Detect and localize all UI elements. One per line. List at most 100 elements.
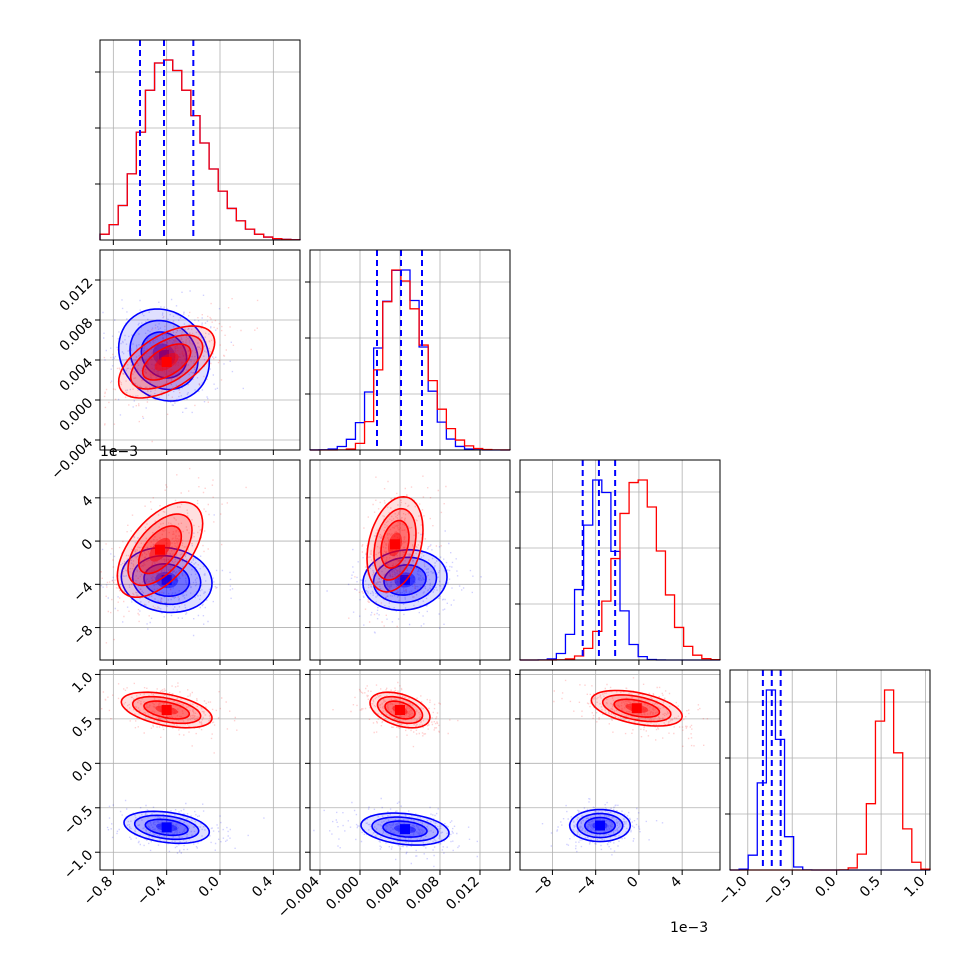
contour-line-blue-1-0-3 <box>117 308 211 402</box>
contour-line-blue-3-2-3 <box>568 808 632 843</box>
frame-2-1 <box>309 459 511 661</box>
peak-blue-1-0 <box>159 350 169 360</box>
scatter-blue-3-2 <box>541 798 664 856</box>
contour-line-blue-3-2-2 <box>576 812 624 839</box>
pair-3-1 <box>313 681 478 868</box>
pair-3-0 <box>101 682 265 854</box>
contour-line-blue-2-0-1 <box>143 562 191 598</box>
frame-3-2 <box>519 669 721 871</box>
pair-1-0 <box>102 290 259 443</box>
x-tick-label-1-0: −0.004 <box>275 873 323 921</box>
x-tick-label-1-2: 0.004 <box>363 873 403 913</box>
x-tick-label-1-4: 0.012 <box>443 874 483 914</box>
x-tick-label-1-3: 0.008 <box>403 874 443 914</box>
panel-3-0 <box>95 670 300 875</box>
frame-1-1 <box>309 249 511 451</box>
peak-red-3-1 <box>395 705 405 715</box>
contour-line-red-2-0-3 <box>116 501 204 598</box>
x-tick-label-2-3: 4 <box>667 873 685 891</box>
hist-red-0 <box>99 59 301 241</box>
hist-0 <box>99 40 301 241</box>
contour-line-red-1-0-3 <box>117 325 216 399</box>
contour-line-red-1-0-2 <box>129 334 204 390</box>
hist-blue-2 <box>519 479 720 661</box>
panel-3-2 <box>515 670 720 875</box>
row2-exponent-label: 1e−3 <box>100 444 138 460</box>
frame-3-3 <box>729 669 931 871</box>
y-tick-label-3-1: −0.5 <box>61 803 96 838</box>
frame-2-2 <box>519 459 721 661</box>
y-tick-label-1-2: 0.004 <box>57 355 97 395</box>
contour-line-blue-3-0-1 <box>144 818 189 837</box>
peak-red-3-0 <box>161 705 172 715</box>
contour-line-blue-2-1-3 <box>362 548 448 612</box>
peak-red-1-0 <box>161 357 172 367</box>
contour-line-red-3-1-1 <box>384 700 416 720</box>
pair-3-2 <box>541 677 709 856</box>
contour-line-red-3-0-1 <box>143 700 191 720</box>
contour-line-blue-3-0-3 <box>123 810 211 845</box>
y-tick-label-1-3: 0.008 <box>57 315 97 355</box>
hist-2 <box>519 460 721 661</box>
panel-1-0 <box>95 250 300 455</box>
contour-line-blue-3-1-2 <box>371 816 439 842</box>
contour-line-red-2-1-1 <box>380 519 410 569</box>
y-tick-label-2-1: −4 <box>70 579 96 605</box>
contour-line-blue-2-0-3 <box>120 546 213 614</box>
contour-line-blue-3-2-1 <box>584 816 616 835</box>
hist-blue-3 <box>729 689 930 871</box>
peak-blue-2-0 <box>161 575 172 585</box>
panel-2-2 <box>515 460 720 665</box>
contour-line-red-3-2-1 <box>613 698 661 718</box>
y-tick-label-2-3: 4 <box>79 493 97 511</box>
hist-red-1 <box>310 269 511 451</box>
frame-2-0 <box>99 459 301 661</box>
y-tick-label-3-2: 0.0 <box>69 758 96 785</box>
x-tick-label-3-4: 1.0 <box>901 874 928 901</box>
y-tick-label-3-0: −1.0 <box>61 847 96 882</box>
hist-red-3 <box>730 689 931 871</box>
x-tick-label-2-0: −8 <box>529 874 555 900</box>
y-tick-label-3-3: 0.5 <box>69 714 96 741</box>
frame-3-0 <box>99 669 301 871</box>
hist-3 <box>729 670 931 871</box>
contour-line-red-2-1-3 <box>366 495 424 593</box>
contour-line-blue-3-1-3 <box>360 812 450 846</box>
contour-line-red-3-1-2 <box>376 695 424 725</box>
y-tick-label-1-1: 0.000 <box>57 395 97 435</box>
scatter-blue-1-0 <box>102 290 244 419</box>
scatter-red-3-0 <box>101 682 238 754</box>
contour-line-red-3-0-3 <box>120 691 213 729</box>
contour-line-red-2-1-2 <box>373 507 417 581</box>
y-tick-label-1-4: 0.012 <box>57 275 97 315</box>
scatter-blue-3-1 <box>313 797 478 868</box>
x-tick-label-0-3: 0.4 <box>249 873 276 900</box>
scatter-blue-3-0 <box>106 799 265 854</box>
panel-3-3 <box>725 670 930 875</box>
contour-line-blue-3-1-1 <box>382 820 428 838</box>
peak-red-2-1 <box>390 539 400 550</box>
y-tick-label-3-4: 1.0 <box>69 669 96 696</box>
x-tick-label-3-1: −0.5 <box>760 874 795 909</box>
peak-red-2-0 <box>155 544 165 555</box>
x-tick-label-2-1: −4 <box>573 873 599 899</box>
y-tick-label-2-2: 0 <box>79 536 97 554</box>
pair-2-1 <box>326 475 482 634</box>
contour-line-red-3-0-2 <box>131 695 202 725</box>
contour-line-red-3-1-3 <box>369 691 431 729</box>
x-tick-label-0-1: −0.4 <box>134 873 169 908</box>
x-tick-label-3-3: 0.5 <box>857 874 884 901</box>
contour-line-blue-2-0-2 <box>131 554 202 606</box>
hist-blue-0 <box>99 59 301 241</box>
peak-red-3-2 <box>631 703 642 714</box>
y-tick-label-1-0: −0.004 <box>48 435 96 483</box>
contour-line-red-3-2-3 <box>590 689 684 727</box>
y-tick-label-2-0: −8 <box>70 623 96 649</box>
peak-blue-2-1 <box>400 575 410 585</box>
x-tick-label-3-0: −1.0 <box>715 874 750 909</box>
x-tick-label-1-1: 0.000 <box>323 874 363 914</box>
peak-blue-3-1 <box>400 824 410 835</box>
pair-2-0 <box>100 467 247 644</box>
